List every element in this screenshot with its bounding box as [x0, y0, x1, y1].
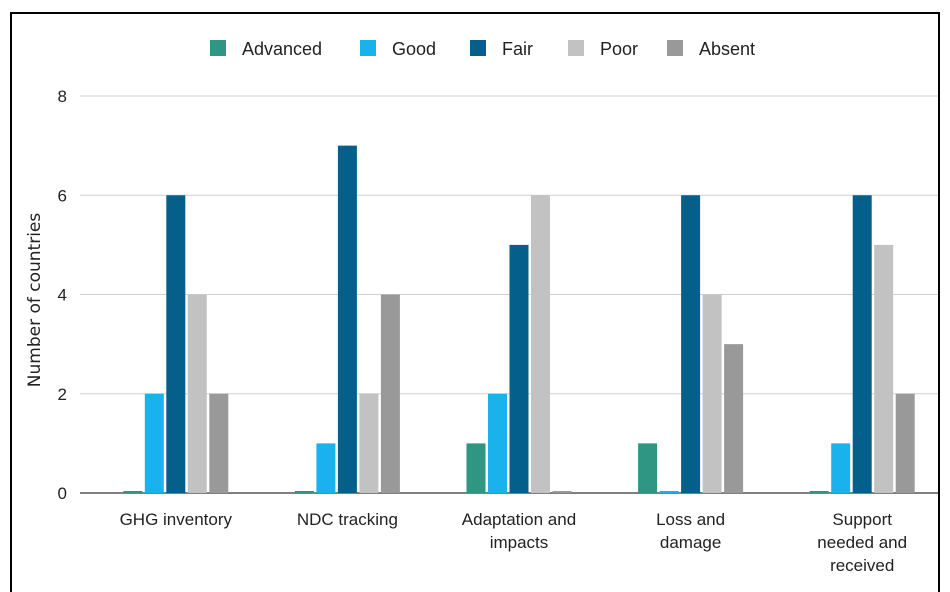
bar-good: [144, 393, 164, 493]
bar-advanced: [123, 491, 143, 493]
x-category-label: NDC tracking: [297, 510, 398, 529]
y-tick-label: 8: [58, 87, 67, 106]
legend-label: Good: [392, 39, 436, 59]
bar-absent: [895, 393, 915, 493]
x-category-label: GHG inventory: [120, 510, 233, 529]
bar-fair: [509, 244, 529, 493]
y-tick-label: 0: [58, 484, 67, 503]
y-tick-label: 4: [58, 286, 67, 305]
bar-absent: [724, 344, 744, 493]
legend-swatch: [210, 40, 226, 56]
bar-poor: [187, 294, 207, 493]
bar-advanced: [809, 491, 829, 493]
legend-label: Advanced: [242, 39, 322, 59]
legend-label: Absent: [699, 39, 755, 59]
y-tick-label: 6: [58, 186, 67, 205]
bar-poor: [359, 393, 379, 493]
legend-swatch: [470, 40, 486, 56]
x-category-label: Loss and damage: [656, 510, 725, 552]
legend: Advanced Good Fair Poor Absent: [210, 39, 755, 59]
legend-swatch: [667, 40, 683, 56]
bar-fair: [166, 195, 186, 493]
bar-advanced: [294, 491, 314, 493]
legend-label: Fair: [502, 39, 533, 59]
bar-good: [488, 393, 507, 493]
bars: [123, 145, 915, 493]
bar-absent: [552, 491, 572, 493]
y-tick-label: 2: [58, 385, 67, 404]
bar-absent: [209, 393, 229, 493]
bar-poor: [531, 195, 550, 493]
x-category-label: Support needed and received: [817, 510, 907, 575]
y-axis-ticks: 0 2 4 6 8: [58, 87, 67, 503]
bar-fair: [681, 195, 701, 493]
bar-advanced: [638, 443, 658, 493]
bar-fair: [852, 195, 872, 493]
y-axis-title: Number of countries: [25, 213, 45, 388]
legend-swatch: [568, 40, 584, 56]
legend-label: Poor: [600, 39, 638, 59]
bar-good: [659, 491, 679, 493]
gridlines: [80, 95, 938, 494]
bar-absent: [380, 294, 400, 493]
x-axis-labels: GHG inventory NDC tracking Adaptation and i…: [120, 510, 908, 575]
bar-fair: [337, 145, 357, 493]
bar-poor: [702, 294, 722, 493]
x-category-label: Adaptation and impacts: [462, 510, 576, 552]
legend-swatch: [360, 40, 376, 56]
bar-good: [831, 443, 851, 493]
bar-poor: [874, 244, 894, 493]
chart-frame: [10, 12, 940, 592]
bar-good: [316, 443, 336, 493]
bar-advanced: [466, 443, 486, 493]
